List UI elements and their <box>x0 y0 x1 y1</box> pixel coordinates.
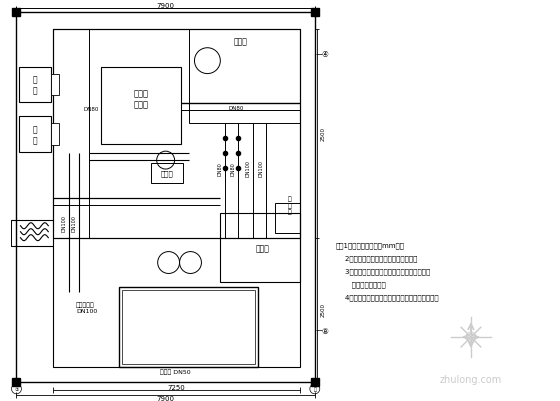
Bar <box>311 378 319 386</box>
Bar <box>20 67 52 103</box>
Text: 补水管 DN50: 补水管 DN50 <box>160 368 191 374</box>
Text: DN100: DN100 <box>246 160 251 177</box>
Bar <box>119 288 258 367</box>
Text: zhulong.com: zhulong.com <box>440 374 502 384</box>
Bar <box>12 9 21 17</box>
Text: 再运行统一外排；: 再运行统一外排； <box>335 281 385 288</box>
Bar <box>101 67 180 145</box>
Bar <box>16 13 315 382</box>
Text: 风
机: 风 机 <box>33 76 38 95</box>
Text: 排泥泵: 排泥泵 <box>160 170 173 177</box>
Text: ⑪: ⑪ <box>314 386 316 391</box>
Bar <box>311 9 319 17</box>
Text: 变频供水管
DN100: 变频供水管 DN100 <box>76 302 97 313</box>
Bar <box>52 124 59 146</box>
Bar <box>12 220 53 246</box>
Bar <box>122 291 255 364</box>
Text: DN80: DN80 <box>231 162 236 176</box>
Bar <box>20 117 52 153</box>
Text: 7900: 7900 <box>157 3 175 9</box>
Bar <box>151 164 183 184</box>
Text: 排
出
管: 排 出 管 <box>288 196 292 215</box>
Text: ⑦: ⑦ <box>15 386 18 391</box>
Text: DN80: DN80 <box>83 107 99 111</box>
Text: 4．自来水管和原水管由甲方引入图中适当位置。: 4．自来水管和原水管由甲方引入图中适当位置。 <box>335 294 438 300</box>
Bar <box>52 75 59 96</box>
Text: 2500: 2500 <box>320 302 325 316</box>
Text: DN100: DN100 <box>72 215 77 232</box>
Text: 2500: 2500 <box>320 127 325 141</box>
Text: ④: ④ <box>321 50 328 59</box>
Text: 7900: 7900 <box>157 395 175 401</box>
Bar <box>220 213 300 283</box>
Text: DN80: DN80 <box>228 105 244 111</box>
Text: 微生物
反应器: 微生物 反应器 <box>133 89 148 109</box>
Text: ⑧: ⑧ <box>321 326 328 335</box>
Text: DN100: DN100 <box>259 160 264 177</box>
Bar <box>53 30 300 238</box>
Text: DN80: DN80 <box>218 162 223 176</box>
Text: 注：1．图中尺寸单位以mm计；: 注：1．图中尺寸单位以mm计； <box>335 242 405 249</box>
Text: 7250: 7250 <box>167 384 185 390</box>
Text: 3．溢流及泄空排水通过排水沟引入集水池，: 3．溢流及泄空排水通过排水沟引入集水池， <box>335 268 430 274</box>
Text: 提升泵: 提升泵 <box>234 37 247 46</box>
Text: DN100: DN100 <box>62 215 67 232</box>
Text: 2．补水管沿池壁顶端进入回用水池；: 2．补水管沿池壁顶端进入回用水池； <box>335 255 417 261</box>
Text: 风
机: 风 机 <box>33 125 38 145</box>
Text: 集水池: 集水池 <box>255 243 269 253</box>
Bar <box>53 30 300 367</box>
Bar <box>275 203 300 233</box>
Bar <box>12 378 21 386</box>
Bar <box>189 30 300 124</box>
